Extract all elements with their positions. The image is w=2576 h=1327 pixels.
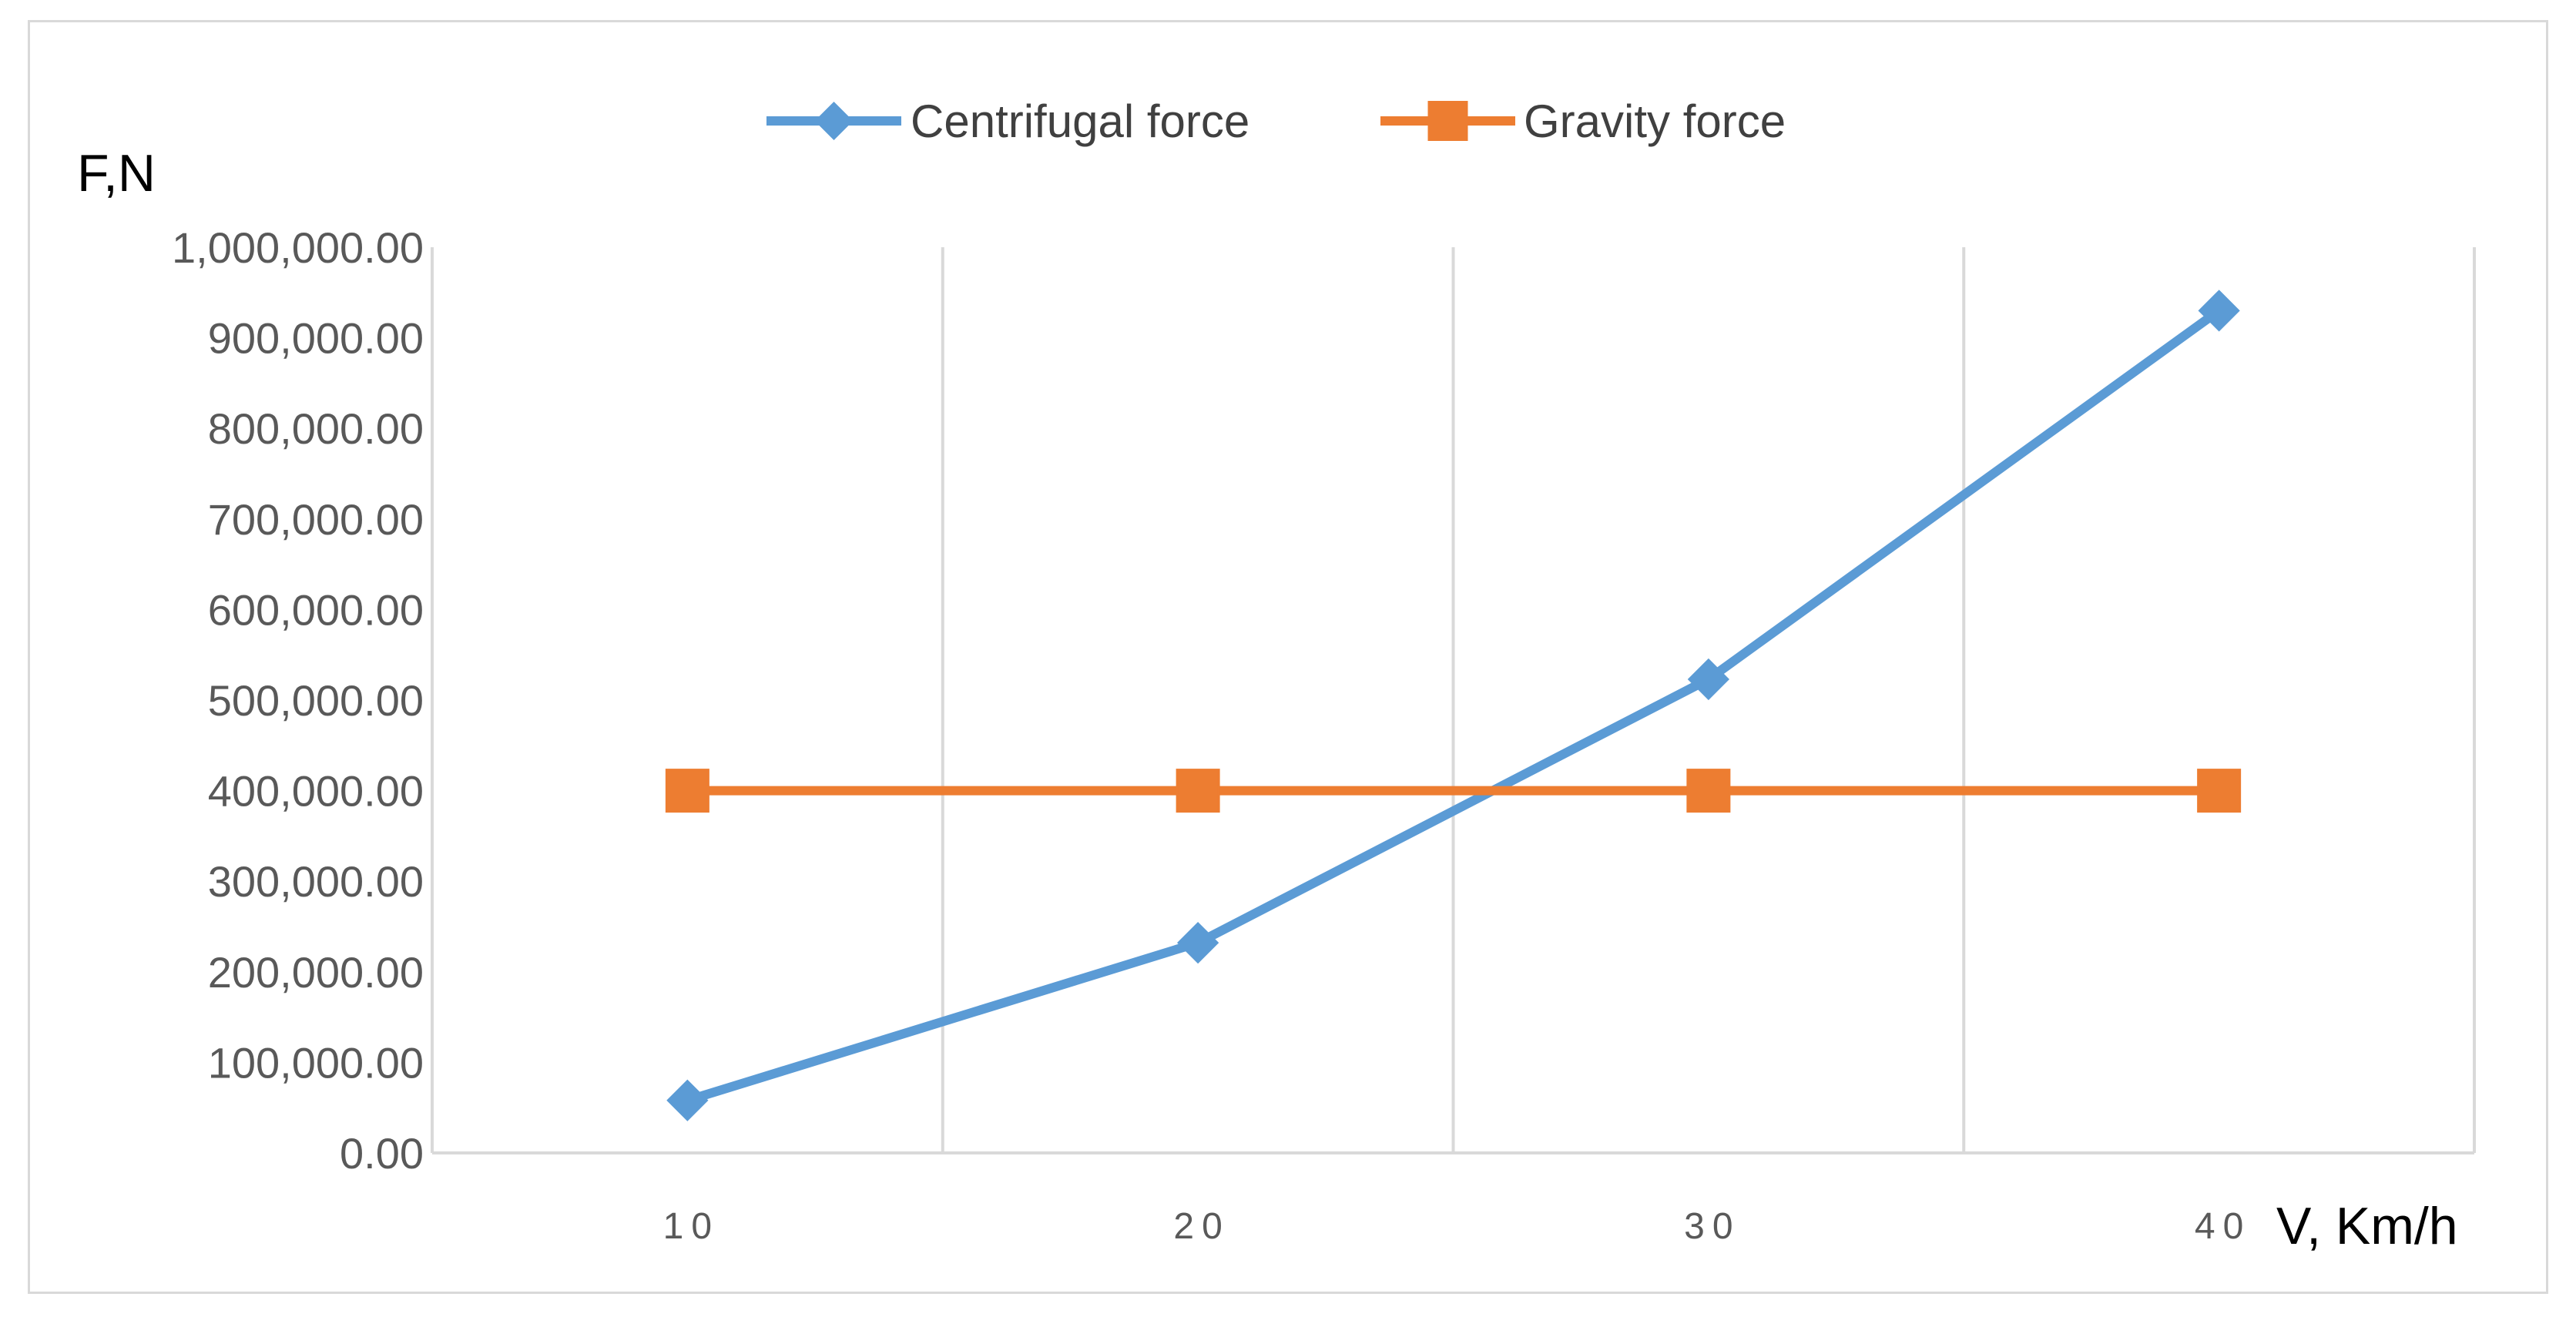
- data-point: [1176, 769, 1220, 813]
- x-axis-title: V, Km/h: [2276, 1197, 2458, 1255]
- axes: [431, 247, 2474, 1154]
- y-tick-label: 1,000,000.00: [172, 223, 424, 272]
- grid-lines: [941, 247, 2476, 1153]
- x-tick-label: 10: [663, 1206, 719, 1247]
- data-point: [665, 769, 709, 813]
- data-point: [1177, 922, 1219, 964]
- legend-item: Gravity force: [1380, 96, 1786, 147]
- y-tick-label: 400,000.00: [208, 767, 424, 816]
- data-point: [1686, 769, 1731, 813]
- data-point: [666, 1079, 709, 1121]
- series-centrifugal-force: [666, 290, 2240, 1121]
- y-tick-label: 300,000.00: [208, 857, 424, 906]
- data-point: [2198, 290, 2240, 332]
- legend-marker: [814, 102, 854, 140]
- y-tick-label: 900,000.00: [208, 314, 424, 363]
- y-tick-labels: 0.00 100,000.00 200,000.00 300,000.00 400,00…: [172, 223, 424, 1178]
- y-tick-label: 500,000.00: [208, 676, 424, 725]
- y-tick-label: 0.00: [340, 1129, 424, 1178]
- data-point: [1687, 658, 1729, 701]
- series-layer: [665, 290, 2242, 1121]
- chart-frame: [28, 20, 2548, 1294]
- legend: Centrifugal force Gravity force: [766, 96, 1786, 147]
- series-gravity-force: [665, 769, 2242, 813]
- legend-item: Centrifugal force: [766, 96, 1249, 147]
- x-tick-label: 40: [2195, 1206, 2251, 1247]
- x-tick-labels: 10 20 30 40: [663, 1206, 2251, 1247]
- y-tick-label: 600,000.00: [208, 585, 424, 634]
- data-point: [2197, 769, 2242, 813]
- legend-marker: [1427, 101, 1468, 141]
- y-tick-label: 200,000.00: [208, 948, 424, 997]
- y-tick-label: 700,000.00: [208, 495, 424, 544]
- y-axis-title: F,N: [77, 144, 156, 203]
- y-tick-label: 100,000.00: [208, 1038, 424, 1087]
- legend-label: Centrifugal force: [911, 96, 1249, 147]
- y-tick-label: 800,000.00: [208, 404, 424, 453]
- series-line: [686, 307, 2222, 1105]
- legend-label: Gravity force: [1524, 96, 1786, 147]
- x-tick-label: 20: [1173, 1206, 1229, 1247]
- x-tick-label: 30: [1684, 1206, 1740, 1247]
